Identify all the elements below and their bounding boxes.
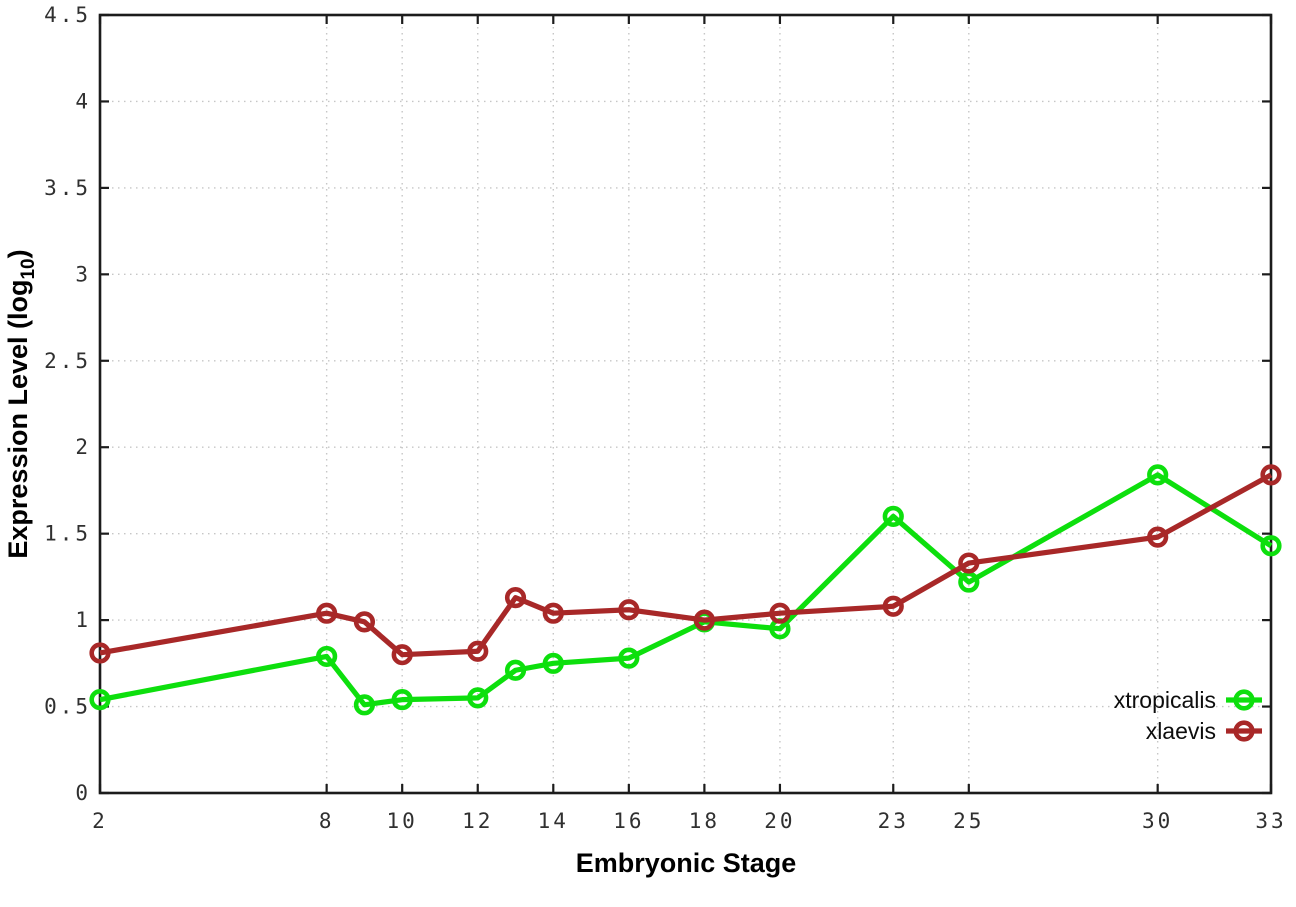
y-tick-label: 2.5 [44,349,91,373]
data-point-xtropicalis [467,687,489,709]
data-point-xlaevis [1147,526,1169,548]
data-point-xlaevis [769,602,791,624]
data-point-xtropicalis [618,647,640,669]
x-tick-label: 18 [689,809,720,833]
axis-titles: Embryonic Stage Expression Level (log10) [3,249,796,878]
data-point-xlaevis [89,642,111,664]
data-point-xlaevis [542,602,564,624]
data-point-xlaevis [316,602,338,624]
y-tick-label: 1.5 [44,522,91,546]
y-tick-label: 4.5 [44,3,91,27]
x-tick-label: 12 [462,809,493,833]
y-tick-label: 0.5 [44,695,91,719]
series-line-xlaevis [99,472,1273,658]
x-tick-label: 2 [92,809,108,833]
data-point-xlaevis [1260,464,1282,486]
y-tick-label: 4 [75,89,91,113]
legend-sample-marker-xtropicalis [1233,689,1255,711]
data-point-xtropicalis [504,659,527,681]
data-point-xtropicalis [316,645,338,668]
data-point-xtropicalis [1260,535,1282,557]
legend-label-xlaevis: xlaevis [1146,718,1216,744]
y-tick-label: 3 [75,262,91,286]
data-point-xtropicalis [542,652,564,674]
y-tick-label: 1 [75,608,91,632]
x-tick-label: 14 [538,809,569,833]
y-tick-label: 3.5 [44,176,91,200]
data-point-xlaevis [958,552,980,574]
x-tick-label: 30 [1142,809,1173,833]
series-layer [89,464,1282,716]
x-tick-label: 33 [1255,809,1286,833]
data-point-xlaevis [882,595,904,617]
data-point-xtropicalis [89,689,111,711]
data-point-xlaevis [353,611,376,633]
data-point-xlaevis [467,640,489,662]
x-tick-label: 20 [764,809,795,833]
x-tick-label: 16 [613,809,644,833]
data-point-xtropicalis [391,689,413,711]
x-tick-label: 10 [387,809,418,833]
gridlines [100,15,1271,793]
axis-ticks [98,13,1273,795]
data-point-xtropicalis [353,694,376,716]
data-point-xtropicalis [958,571,980,593]
data-point-xlaevis [504,587,527,609]
data-point-xlaevis [391,644,413,666]
data-point-xtropicalis [882,505,904,527]
x-tick-label: 23 [878,809,909,833]
plot-border-layer [98,13,1273,795]
legend: xtropicalis xlaevis [1114,687,1262,744]
series-line-xtropicalis [99,472,1273,708]
legend-sample-marker-xlaevis [1233,720,1255,742]
y-tick-label: 2 [75,435,91,459]
y-axis-title: Expression Level (log10) [3,249,39,558]
x-axis-title: Embryonic Stage [576,848,797,878]
tick-labels: 2 8 10 12 14 16 18 20 23 25 30 33 0 0.5 1 1.5 2 2.5 3 3.5 4 4… [44,3,1286,833]
data-point-xlaevis [618,599,640,621]
legend-label-xtropicalis: xtropicalis [1114,687,1216,713]
data-point-xlaevis [693,609,715,631]
x-tick-label: 8 [319,809,335,833]
x-tick-label: 25 [953,809,984,833]
y-tick-label: 0 [75,781,91,805]
data-point-xtropicalis [1147,464,1169,486]
plot-border [98,13,1273,795]
